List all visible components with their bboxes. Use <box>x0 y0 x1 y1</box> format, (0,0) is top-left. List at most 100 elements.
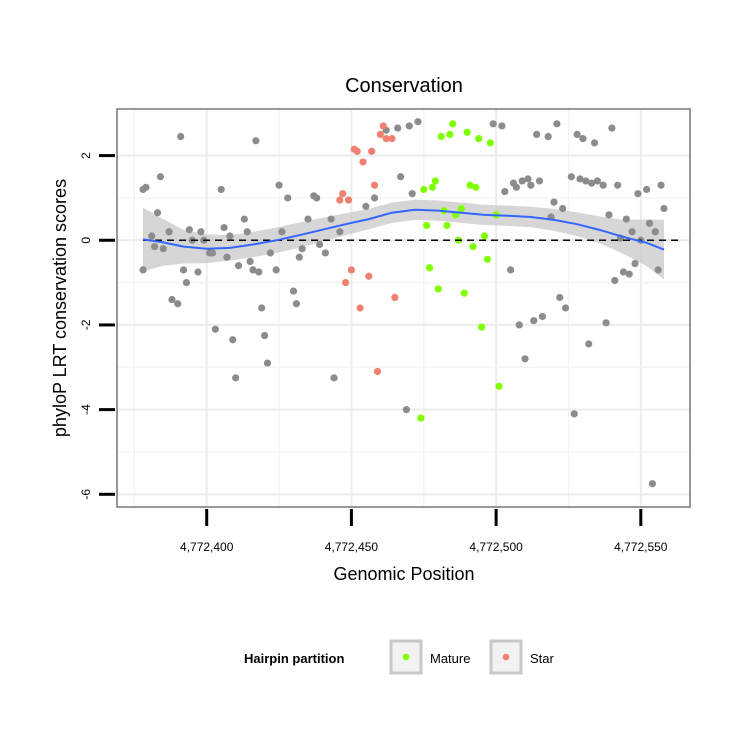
data-point-mature <box>480 232 489 240</box>
data-point-star <box>344 196 353 204</box>
data-point-star <box>336 196 344 204</box>
data-point-mature <box>434 285 442 293</box>
data-point-other <box>260 331 269 340</box>
data-point-other <box>234 262 243 270</box>
data-point-other <box>660 204 668 213</box>
data-point-other <box>634 190 642 198</box>
data-point-other <box>535 177 544 185</box>
data-point-other <box>168 295 176 304</box>
data-point-other <box>559 204 567 213</box>
y-tick-label: -2 <box>79 319 93 330</box>
data-point-other <box>648 480 656 488</box>
x-tick-label: 4,772,550 <box>614 540 668 554</box>
data-point-other <box>217 185 225 194</box>
data-point-mature <box>466 181 474 189</box>
data-point-other <box>544 132 552 141</box>
y-axis-title: phyloP LRT conservation scores <box>50 179 70 437</box>
data-point-other <box>284 194 292 202</box>
data-point-other <box>159 245 167 253</box>
data-point-other <box>232 374 240 382</box>
data-point-star <box>359 158 367 166</box>
data-point-star <box>391 293 399 302</box>
data-point-star <box>379 122 387 130</box>
y-axis: -6 -4 -2 0 2 <box>79 152 115 500</box>
data-point-other <box>605 211 613 219</box>
data-point-other <box>321 249 329 257</box>
smooth-fit-line <box>142 208 665 251</box>
legend-label-mature: Mature <box>430 651 470 666</box>
data-point-other <box>506 266 515 274</box>
x-tick-label: 4,772,400 <box>180 540 234 554</box>
data-point-other <box>614 181 622 189</box>
data-point-other <box>550 198 558 206</box>
data-point-other <box>151 243 159 251</box>
data-point-other <box>611 276 619 285</box>
data-point-other <box>654 266 662 274</box>
data-point-other <box>590 139 599 147</box>
data-point-star <box>339 190 347 198</box>
data-point-other <box>249 266 257 274</box>
data-point-other <box>556 293 564 302</box>
data-point-mature <box>472 183 480 191</box>
data-point-other <box>573 130 581 139</box>
data-point-mature <box>417 414 425 422</box>
data-point-other <box>622 215 630 223</box>
data-point-other <box>642 185 651 194</box>
data-point-mature <box>495 382 503 390</box>
legend-title: Hairpin partition <box>244 651 344 666</box>
chart-title: Conservation <box>345 75 463 97</box>
data-point-other <box>304 215 312 223</box>
data-point-mature <box>469 243 477 251</box>
data-point-other <box>223 253 231 261</box>
data-point-other <box>229 336 237 344</box>
data-point-other <box>275 181 283 189</box>
data-point-other <box>538 312 547 321</box>
data-point-other <box>289 287 298 295</box>
x-axis: 4,772,400 4,772,450 4,772,500 4,772,550 <box>180 509 668 554</box>
data-point-other <box>651 228 659 236</box>
data-point-other <box>142 183 150 191</box>
data-point-star <box>382 135 390 143</box>
legend-dot-mature <box>402 653 410 661</box>
data-point-other <box>208 249 217 257</box>
data-point-other <box>336 228 344 236</box>
data-point-other <box>165 228 173 236</box>
data-point-other <box>226 232 234 240</box>
data-point-other <box>174 300 182 308</box>
data-point-other <box>579 135 587 143</box>
data-point-other <box>220 223 228 232</box>
data-point-other <box>252 137 260 145</box>
data-point-other <box>266 249 274 257</box>
grid <box>117 109 690 507</box>
data-point-mature <box>463 128 471 136</box>
data-point-star <box>342 278 350 287</box>
data-point-star <box>347 266 356 274</box>
data-point-star <box>368 147 376 155</box>
data-point-other <box>599 181 607 189</box>
data-point-other <box>588 179 596 187</box>
data-point-other <box>292 300 301 308</box>
data-point-mature <box>478 323 486 331</box>
data-point-other <box>240 215 248 223</box>
data-point-other <box>608 124 616 132</box>
data-point-mature <box>486 139 494 147</box>
data-point-other <box>327 215 335 223</box>
data-point-other <box>645 219 654 227</box>
data-point-mature <box>425 264 434 272</box>
data-point-mature <box>446 130 454 139</box>
data-point-other <box>211 325 219 333</box>
data-point-star <box>356 304 364 312</box>
data-point-other <box>362 202 370 210</box>
data-point-other <box>593 177 601 185</box>
x-axis-title: Genomic Position <box>333 564 474 584</box>
data-point-mature <box>431 177 439 185</box>
data-point-other <box>258 304 266 312</box>
data-point-other <box>298 245 306 253</box>
data-point-other <box>512 183 520 191</box>
data-point-other <box>527 181 535 189</box>
x-tick-label: 4,772,500 <box>469 540 523 554</box>
data-point-other <box>148 232 156 240</box>
y-tick-label: 0 <box>79 237 93 244</box>
data-point-other <box>619 268 628 276</box>
